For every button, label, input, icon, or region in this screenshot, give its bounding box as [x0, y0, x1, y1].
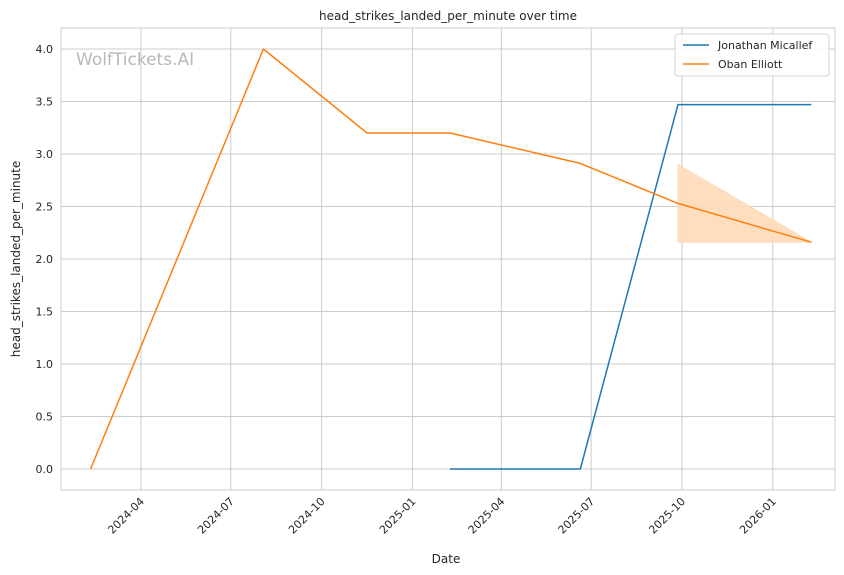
grid-lines: [61, 28, 835, 490]
y-tick-label: 0.0: [36, 463, 54, 476]
y-tick-label: 4.0: [36, 43, 54, 56]
series-line-2: [89, 48, 812, 470]
legend-label: Oban Elliott: [718, 58, 783, 71]
plot-frame: [60, 27, 836, 491]
chart-title: head_strikes_landed_per_minute over time: [319, 9, 577, 23]
watermark: WolfTickets.AI: [76, 50, 194, 70]
y-axis-ticks: 0.0 0.5 1.0 1.5 2.0 2.5 3.0 3.5 4.0: [36, 43, 54, 476]
series-layer: [89, 48, 812, 470]
legend-box: [674, 33, 830, 77]
y-tick-label: 3.0: [36, 148, 54, 161]
series-line-1: [450, 103, 812, 470]
y-tick-label: 1.0: [36, 358, 54, 371]
y-tick-label: 1.5: [36, 306, 54, 319]
y-tick-label: 2.0: [36, 253, 54, 266]
x-axis-title: Date: [432, 552, 461, 566]
y-tick-label: 2.5: [36, 201, 54, 214]
y-tick-label: 3.5: [36, 96, 54, 109]
y-tick-label: 0.5: [36, 411, 54, 424]
legend: Jonathan Micallef Oban Elliott: [674, 33, 830, 77]
y-axis-title: head_strikes_landed_per_minute: [9, 161, 23, 358]
legend-label: Jonathan Micallef: [717, 39, 813, 52]
